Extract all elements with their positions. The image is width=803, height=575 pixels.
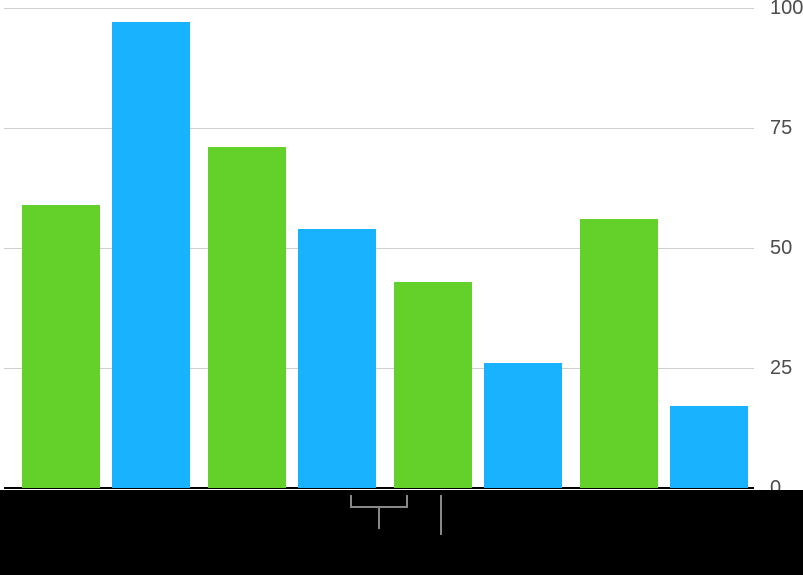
bar [298,229,376,488]
bar [394,282,472,488]
bar [112,22,190,488]
bar [484,363,562,488]
y-tick-label: 25 [770,358,792,378]
bar [670,406,748,488]
gridline [4,8,754,9]
y-tick-label: 50 [770,238,792,258]
plot-area [4,8,754,488]
y-tick-label: 75 [770,118,792,138]
bar [22,205,100,488]
gap-bracket-annotation [350,495,408,529]
bar [580,219,658,488]
chart-frame: 0255075100 [0,0,803,575]
reference-line-annotation [440,495,442,535]
bar [208,147,286,488]
y-tick-label: 100 [770,0,803,18]
